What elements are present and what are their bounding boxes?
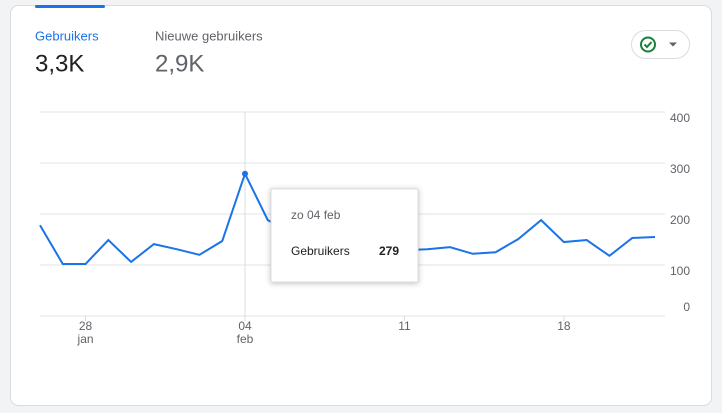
- dropdown-caret: [669, 42, 677, 47]
- tooltip-value: 279: [379, 244, 399, 258]
- status-button[interactable]: [631, 30, 690, 59]
- y-tick-label: 400: [670, 111, 690, 125]
- y-tick-label: 200: [670, 213, 690, 227]
- tab-label: Gebruikers: [35, 28, 99, 43]
- check-mark: [643, 41, 653, 49]
- tab[interactable]: Gebruikers 3,3K: [35, 28, 99, 77]
- y-tick-label: 100: [670, 264, 690, 278]
- x-tick-label: 28 jan: [77, 319, 94, 346]
- tooltip-box: [270, 188, 419, 283]
- tab-label: Nieuwe gebruikers: [155, 28, 263, 43]
- plot: 0 100 200 300 400 28 jan 04 feb 11 18: [39, 111, 690, 346]
- tab[interactable]: Nieuwe gebruikers 2,9K: [155, 28, 263, 77]
- check-icon: [640, 36, 656, 53]
- x-tick-label: 18: [557, 319, 571, 333]
- x-tick-label: 11: [398, 319, 411, 333]
- hover-point: [242, 170, 248, 177]
- y-tick-label: 0: [683, 300, 690, 314]
- tooltip: zo 04 feb Gebruikers 279: [270, 188, 419, 283]
- x-tick-label: 04 feb: [237, 319, 254, 346]
- tooltip-title: zo 04 feb: [291, 208, 341, 222]
- active-tab-indicator: [35, 5, 105, 8]
- tab-value: 2,9K: [155, 50, 204, 77]
- y-tick-label: 300: [670, 162, 690, 176]
- tab-value: 3,3K: [35, 50, 84, 77]
- tooltip-series: Gebruikers: [291, 244, 350, 258]
